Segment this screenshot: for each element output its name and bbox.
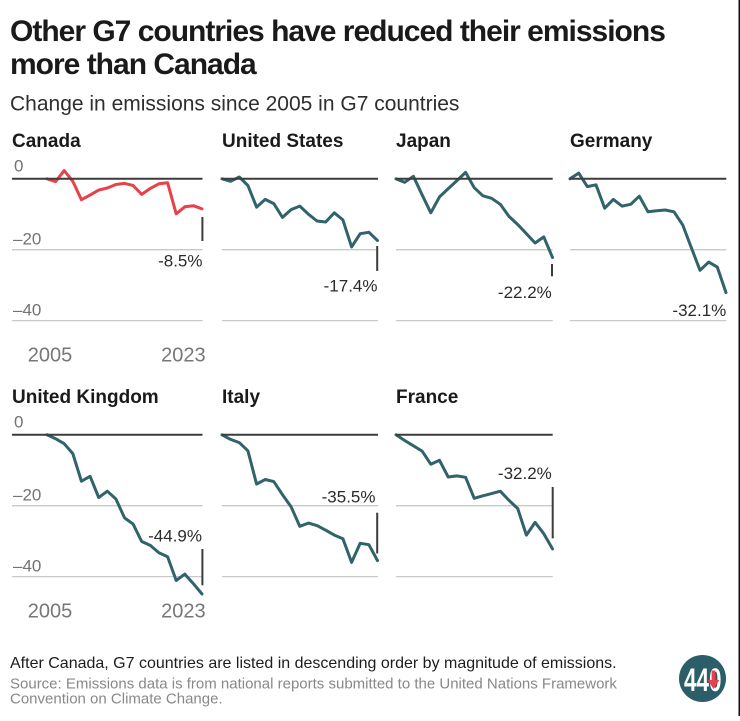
svg-text:0: 0 xyxy=(14,157,23,176)
svg-text:-8.5%: -8.5% xyxy=(158,252,202,271)
svg-text:Convention on Climate Change.: Convention on Climate Change. xyxy=(10,691,223,708)
svg-text:United States: United States xyxy=(222,131,343,152)
svg-text:2005: 2005 xyxy=(28,601,73,623)
svg-text:–40: –40 xyxy=(13,557,41,576)
svg-text:–20: –20 xyxy=(13,230,41,249)
svg-text:Italy: Italy xyxy=(222,387,260,408)
svg-text:After Canada, G7 countries are: After Canada, G7 countries are listed in… xyxy=(10,655,617,672)
svg-text:-32.1%: -32.1% xyxy=(672,301,726,320)
svg-text:more than Canada: more than Canada xyxy=(10,48,257,81)
svg-text:-44.9%: -44.9% xyxy=(148,527,202,546)
svg-text:France: France xyxy=(396,387,458,408)
svg-text:–40: –40 xyxy=(13,301,41,320)
svg-text:-35.5%: -35.5% xyxy=(322,488,376,507)
svg-text:Japan: Japan xyxy=(396,131,451,152)
svg-text:0: 0 xyxy=(14,413,23,432)
svg-text:Germany: Germany xyxy=(570,131,653,152)
svg-text:-22.2%: -22.2% xyxy=(498,283,552,302)
svg-text:Change in emissions since 2005: Change in emissions since 2005 in G7 cou… xyxy=(10,93,459,116)
svg-text:Canada: Canada xyxy=(12,131,81,152)
svg-text:-32.2%: -32.2% xyxy=(498,464,552,483)
svg-text:Other G7 countries have reduce: Other G7 countries have reduced their em… xyxy=(10,15,665,48)
svg-text:–20: –20 xyxy=(13,486,41,505)
svg-text:2023: 2023 xyxy=(161,601,206,623)
svg-text:2005: 2005 xyxy=(28,345,73,367)
svg-text:2023: 2023 xyxy=(161,345,206,367)
svg-text:United Kingdom: United Kingdom xyxy=(12,387,159,408)
svg-text:-17.4%: -17.4% xyxy=(324,277,378,296)
